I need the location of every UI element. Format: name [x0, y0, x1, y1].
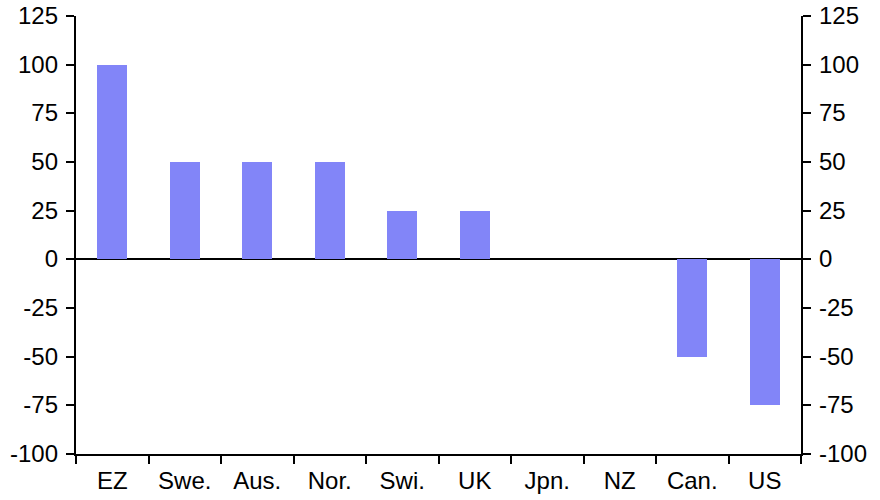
x-tick-label: US: [729, 466, 802, 496]
x-boundary-tick: [728, 456, 730, 464]
y-tick-label-right: 0: [819, 247, 880, 271]
bar-swe: [170, 162, 200, 259]
y-tick-label-right: -25: [819, 296, 880, 320]
y-tick-label-right: -50: [819, 345, 880, 369]
x-tick-label: Nor.: [294, 466, 367, 496]
y-tick-left: [66, 453, 74, 455]
y-tick-right: [803, 112, 811, 114]
y-tick-right: [803, 15, 811, 17]
y-tick-label-left: 50: [0, 150, 58, 174]
y-tick-label-left: -100: [0, 442, 58, 466]
x-tick-label: Swe.: [149, 466, 222, 496]
x-boundary-tick: [75, 456, 77, 464]
x-boundary-tick: [800, 456, 802, 464]
y-tick-label-right: 25: [819, 199, 880, 223]
x-boundary-tick: [510, 456, 512, 464]
x-boundary-tick: [148, 456, 150, 464]
x-tick-label: Aus.: [221, 466, 294, 496]
bar-ez: [97, 65, 127, 260]
y-tick-right: [803, 404, 811, 406]
y-tick-label-right: -75: [819, 393, 880, 417]
y-tick-label-left: 75: [0, 101, 58, 125]
x-boundary-tick: [293, 456, 295, 464]
x-tick-label: UK: [439, 466, 512, 496]
y-tick-label-right: 50: [819, 150, 880, 174]
y-tick-right: [803, 258, 811, 260]
x-boundary-tick: [438, 456, 440, 464]
y-tick-label-left: 0: [0, 247, 58, 271]
y-tick-label-left: 100: [0, 53, 58, 77]
y-tick-left: [66, 210, 74, 212]
bar-aus: [242, 162, 272, 259]
y-tick-left: [66, 112, 74, 114]
y-tick-label-left: -75: [0, 393, 58, 417]
bar-swi: [387, 211, 417, 260]
y-tick-left: [66, 15, 74, 17]
y-tick-label-left: 25: [0, 199, 58, 223]
bar-nor: [315, 162, 345, 259]
y-tick-right: [803, 356, 811, 358]
x-boundary-tick: [365, 456, 367, 464]
y-tick-right: [803, 210, 811, 212]
bar-uk: [460, 211, 490, 260]
bar-chart: 125 125 100 100 75 75 50 50 25 25 0 0 -25 -25 -50 -50 -7…: [0, 0, 880, 500]
x-boundary-tick: [583, 456, 585, 464]
y-axis-right: [801, 16, 803, 456]
x-boundary-tick: [655, 456, 657, 464]
x-tick-label: EZ: [76, 466, 149, 496]
x-tick-label: Can.: [656, 466, 729, 496]
x-tick-label: Jpn.: [511, 466, 584, 496]
y-tick-label-right: 100: [819, 53, 880, 77]
x-tick-label: Swi.: [366, 466, 439, 496]
y-tick-left: [66, 161, 74, 163]
y-tick-label-left: -50: [0, 345, 58, 369]
y-tick-label-left: 125: [0, 4, 58, 28]
bar-us: [750, 259, 780, 405]
y-tick-left: [66, 404, 74, 406]
y-tick-left: [66, 258, 74, 260]
y-tick-label-right: -100: [819, 442, 880, 466]
y-tick-left: [66, 356, 74, 358]
y-tick-left: [66, 307, 74, 309]
x-tick-label: NZ: [584, 466, 657, 496]
y-tick-right: [803, 161, 811, 163]
y-tick-right: [803, 453, 811, 455]
y-tick-label-right: 125: [819, 4, 880, 28]
y-tick-label-left: -25: [0, 296, 58, 320]
y-axis-left: [74, 16, 76, 456]
x-boundary-tick: [220, 456, 222, 464]
y-tick-right: [803, 64, 811, 66]
y-tick-label-right: 75: [819, 101, 880, 125]
y-tick-right: [803, 307, 811, 309]
bar-can: [677, 259, 707, 356]
y-tick-left: [66, 64, 74, 66]
